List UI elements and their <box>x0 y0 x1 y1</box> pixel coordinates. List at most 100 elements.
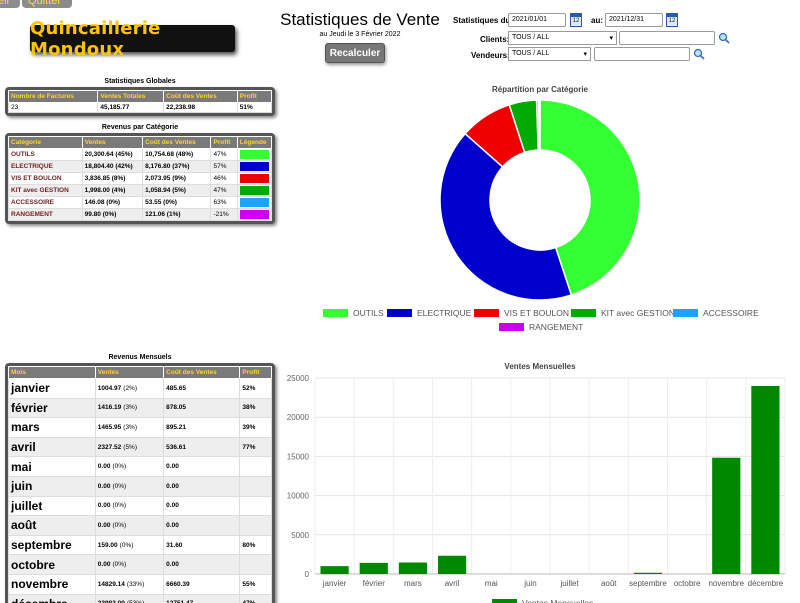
sales-percent: (0%) <box>119 541 134 549</box>
legend-cell <box>236 196 273 209</box>
sales-value: 0.00 <box>97 561 111 569</box>
sales-value: 1416.19 <box>97 404 122 412</box>
table-header: Mois <box>8 366 96 379</box>
search-icon[interactable] <box>693 48 705 60</box>
legend-swatch <box>239 150 269 159</box>
bar-février[interactable] <box>359 562 388 574</box>
sales-value: 2327.52 <box>97 443 122 451</box>
legend-item[interactable]: VIS ET BOULON <box>474 308 569 318</box>
sales-value: 14829.14 <box>97 580 125 588</box>
table-cell: ELECTRIQUE <box>8 160 83 173</box>
table-header: Ventes <box>94 366 165 379</box>
legend-swatch <box>571 309 596 317</box>
table-cell: 10,754.68 (48%) <box>142 148 212 161</box>
table-cell: ACCESSOIRE <box>8 196 83 209</box>
pie-chart-title: Répartition par Catégorie <box>491 85 588 94</box>
legend-item[interactable]: RANGEMENT <box>499 322 583 332</box>
table-cell: 2,073.95 (9%) <box>142 172 212 185</box>
to-date-input[interactable]: 2021/12/31 <box>605 13 663 27</box>
table-cell: 536.61 <box>163 436 241 458</box>
clients-select-value: TOUS / ALL <box>512 34 550 41</box>
bar-avril[interactable] <box>437 555 467 574</box>
from-label: Statistiques du: <box>453 16 514 25</box>
clients-search-input[interactable] <box>619 31 715 45</box>
legend-cell <box>236 160 273 173</box>
table-cell: RANGEMENT <box>8 208 83 221</box>
menu-tab-partial[interactable]: ell <box>0 0 20 8</box>
legend-item[interactable]: ELECTRIQUE <box>387 308 471 318</box>
vendeurs-search-input[interactable] <box>594 47 690 61</box>
month-name: décembre <box>8 593 96 603</box>
table-cell: 2327.52 (5%) <box>94 436 165 458</box>
bar-septembre[interactable] <box>633 572 663 574</box>
x-tick-label: octobre <box>674 579 701 588</box>
month-name: septembre <box>8 534 96 556</box>
x-tick-label: mars <box>404 579 422 588</box>
table-cell <box>239 515 272 536</box>
legend-item[interactable]: KIT avec GESTION <box>571 308 675 318</box>
pie-slice-rangement[interactable] <box>537 99 541 151</box>
table-cell: 12751.47 <box>163 593 241 603</box>
table-header: Nombre de Factures <box>7 90 99 103</box>
chevron-down-icon: ▾ <box>609 35 613 42</box>
sales-percent: (33%) <box>126 580 145 588</box>
table-cell: -21% <box>210 208 238 221</box>
table-cell: 0.00 (0%) <box>94 495 165 517</box>
table-cell: 895.21 <box>163 417 241 438</box>
calendar-to-icon[interactable]: 12 <box>666 13 678 27</box>
table-cell: KIT avec GESTION <box>8 184 83 197</box>
search-icon[interactable] <box>718 32 730 44</box>
date-line: au Jeudi le 3 Février 2022 <box>319 31 401 38</box>
table-header: Ventes <box>81 136 144 149</box>
table-cell: 6660.39 <box>163 573 241 595</box>
legend-swatch <box>239 198 269 207</box>
table-cell: 31.60 <box>163 534 241 556</box>
legend-cell <box>236 208 273 221</box>
menu-tab-quit[interactable]: Quitter <box>22 0 72 8</box>
legend-item[interactable]: OUTILS <box>323 308 384 318</box>
legend-item[interactable]: ACCESSOIRE <box>673 308 759 318</box>
table-row: septembre 159.00 (0%) 31.60 80% <box>8 534 272 556</box>
table-cell: 51% <box>236 102 273 113</box>
x-tick-label: juillet <box>559 579 579 588</box>
sales-value: 1465.95 <box>97 423 122 431</box>
table-cell: 0.00 <box>163 475 241 497</box>
bar-novembre[interactable] <box>712 457 741 574</box>
table-row: mai 0.00 (0%) 0.00 <box>8 456 272 477</box>
legend-cell <box>236 172 273 185</box>
table-cell <box>239 495 272 517</box>
legend-swatch <box>387 309 412 317</box>
page-title: Statistiques de Vente <box>280 10 440 29</box>
table-row: janvier 1004.97 (2%) 485.65 52% <box>8 378 272 399</box>
bar-décembre[interactable] <box>751 385 780 574</box>
table-cell: 47% <box>210 148 238 161</box>
table-header: Catégorie <box>8 136 83 149</box>
table-cell: 22,238.98 <box>163 102 238 113</box>
legend-swatch <box>239 162 269 171</box>
pie-slice-electrique[interactable] <box>439 132 573 301</box>
global-stats-title: Statistiques Globales <box>104 78 176 85</box>
table-header: Profit <box>236 90 273 103</box>
vendeurs-select[interactable]: TOUS / ALL ▾ <box>508 47 591 61</box>
clients-select[interactable]: TOUS / ALL ▾ <box>508 31 617 45</box>
legend-label: ELECTRIQUE <box>417 308 472 318</box>
pie-slice-outils[interactable] <box>539 99 641 296</box>
table-cell: 0.00 <box>163 456 241 477</box>
table-cell: 14829.14 (33%) <box>94 573 165 595</box>
x-tick-label: février <box>363 579 386 588</box>
recalculate-button[interactable]: Recalculer <box>325 43 385 63</box>
from-date-input[interactable]: 2021/01/01 <box>508 13 566 27</box>
bar-janvier[interactable] <box>320 566 349 574</box>
table-cell: 1465.95 (3%) <box>94 417 165 438</box>
sales-percent: (0%) <box>112 463 127 471</box>
legend-swatch <box>239 210 269 219</box>
table-row: mars 1465.95 (3%) 895.21 39% <box>8 417 272 438</box>
table-cell <box>239 456 272 477</box>
bar-mars[interactable] <box>398 562 428 574</box>
calendar-from-icon[interactable]: 12 <box>570 13 582 27</box>
sales-percent: (3%) <box>123 404 138 412</box>
month-name: août <box>8 515 96 536</box>
table-row: juin 0.00 (0%) 0.00 <box>8 475 272 497</box>
legend-cell <box>236 184 273 197</box>
sales-percent: (2%) <box>123 384 138 392</box>
